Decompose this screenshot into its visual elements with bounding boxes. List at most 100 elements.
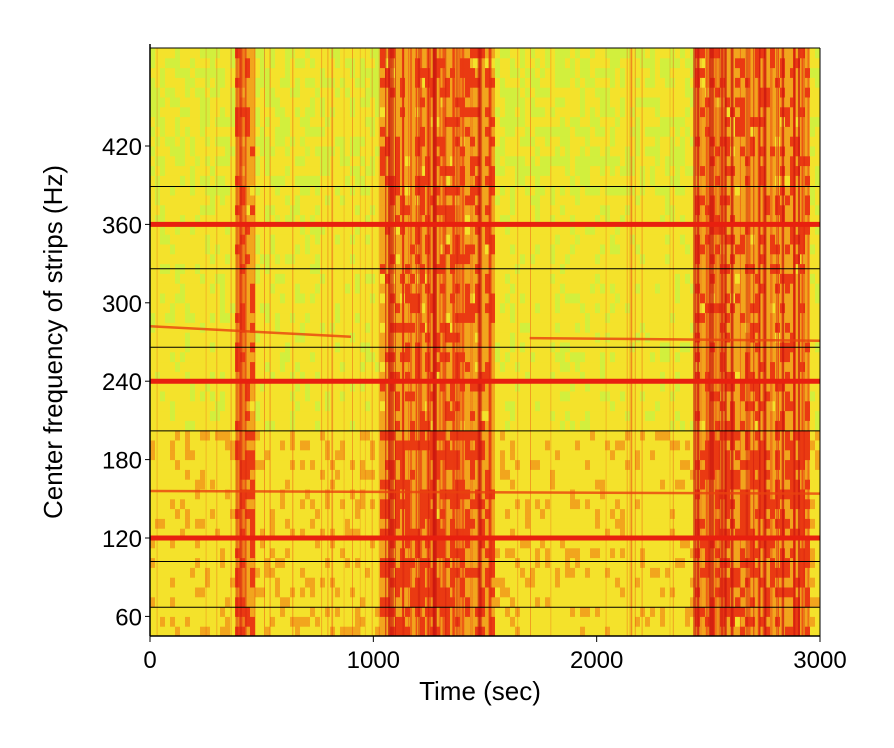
heatmap-cell: [515, 195, 521, 206]
heatmap-cell: [155, 302, 161, 314]
heatmap-cell: [415, 165, 421, 176]
heatmap-cell: [265, 440, 271, 451]
heatmap-cell: [250, 116, 256, 127]
heatmap-cell: [355, 48, 361, 59]
heatmap-cell: [265, 557, 271, 568]
heatmap-cell: [305, 244, 311, 255]
heatmap-cell: [275, 136, 281, 147]
heatmap-cell: [480, 508, 486, 519]
heatmap-cell: [295, 224, 301, 235]
heatmap-cell: [545, 253, 551, 265]
heatmap-cell: [225, 155, 231, 167]
heatmap-cell: [540, 567, 546, 578]
heatmap-cell: [555, 302, 561, 314]
heatmap-cell: [495, 293, 501, 304]
heatmap-cell: [205, 361, 211, 372]
heatmap-cell: [520, 479, 526, 490]
heatmap-cell: [505, 440, 511, 451]
heatmap-cell: [350, 616, 356, 627]
heatmap-cell: [465, 116, 471, 127]
heatmap-cell: [155, 508, 161, 519]
heatmap-cell: [445, 214, 451, 225]
heatmap-cell: [345, 214, 351, 225]
heatmap-cell: [295, 146, 301, 157]
heatmap-cell: [500, 195, 506, 206]
heatmap-cell: [200, 155, 206, 167]
heatmap-cell: [505, 146, 511, 157]
heatmap-cell: [375, 567, 381, 578]
heatmap-cell: [485, 322, 491, 333]
heatmap-cell: [160, 116, 166, 127]
heatmap-cell: [445, 185, 451, 196]
heatmap-cell: [300, 420, 306, 431]
heatmap-cell: [495, 587, 501, 598]
heatmap-cell: [245, 106, 251, 118]
heatmap-cell: [170, 185, 176, 196]
heatmap-cell: [540, 116, 546, 127]
heatmap-cell: [300, 204, 306, 216]
heatmap-cell: [485, 400, 491, 412]
heatmap-cell: [530, 116, 536, 127]
heatmap-cell: [380, 87, 386, 98]
heatmap-cell: [300, 381, 306, 392]
heatmap-cell: [255, 273, 261, 284]
heatmap-cell: [285, 312, 291, 323]
heatmap-cell: [500, 528, 506, 539]
heatmap-cell: [255, 244, 261, 255]
heatmap-cell: [395, 479, 401, 490]
heatmap-cell: [275, 283, 281, 294]
heatmap-cell: [255, 440, 261, 451]
heatmap-cell: [355, 273, 361, 284]
heatmap-cell: [195, 410, 201, 421]
heatmap-cell: [340, 547, 346, 559]
heatmap-cell: [555, 606, 561, 617]
heatmap-cell: [515, 469, 521, 480]
heatmap-cell: [560, 518, 566, 529]
heatmap-cell: [280, 361, 286, 372]
heatmap-cell: [210, 518, 216, 529]
heatmap-cell: [335, 587, 341, 598]
heatmap-cell: [225, 440, 231, 451]
heatmap-cell: [305, 332, 311, 343]
heatmap-cell: [445, 489, 451, 500]
heatmap-cell: [500, 626, 506, 636]
heatmap-cell: [510, 508, 516, 519]
heatmap-cell: [375, 577, 381, 588]
heatmap-cell: [150, 244, 156, 255]
heatmap-cell: [550, 518, 556, 529]
heatmap-cell: [445, 165, 451, 176]
heatmap-cell: [530, 214, 536, 225]
heatmap-cell: [250, 155, 256, 167]
heatmap-cell: [535, 116, 541, 127]
heatmap-cell: [200, 351, 206, 363]
heatmap-cell: [180, 391, 186, 402]
heatmap-cell: [435, 626, 441, 636]
heatmap-cell: [520, 106, 526, 118]
heatmap-cell: [170, 410, 176, 421]
heatmap-cell: [525, 165, 531, 176]
heatmap-cell: [370, 293, 376, 304]
heatmap-cell: [165, 440, 171, 451]
heatmap-cell: [325, 116, 331, 127]
heatmap-cell: [215, 400, 221, 412]
heatmap-cell: [200, 518, 206, 529]
heatmap-cell: [505, 106, 511, 118]
heatmap-cell: [260, 77, 266, 88]
heatmap-cell: [160, 410, 166, 421]
heatmap-cell: [505, 185, 511, 196]
heatmap-cell: [545, 224, 551, 235]
heatmap-cell: [410, 557, 416, 568]
heatmap-cell: [335, 204, 341, 216]
heatmap-cell: [150, 351, 156, 363]
heatmap-cell: [265, 48, 271, 59]
heatmap-cell: [410, 312, 416, 323]
heatmap-cell: [190, 234, 196, 245]
heatmap-cell: [375, 175, 381, 186]
heatmap-cell: [295, 449, 301, 461]
heatmap-cell: [280, 557, 286, 568]
heatmap-cell: [275, 508, 281, 519]
heatmap-cell: [175, 332, 181, 343]
heatmap-cell: [175, 518, 181, 529]
heatmap-cell: [455, 253, 461, 265]
heatmap-cell: [270, 420, 276, 431]
